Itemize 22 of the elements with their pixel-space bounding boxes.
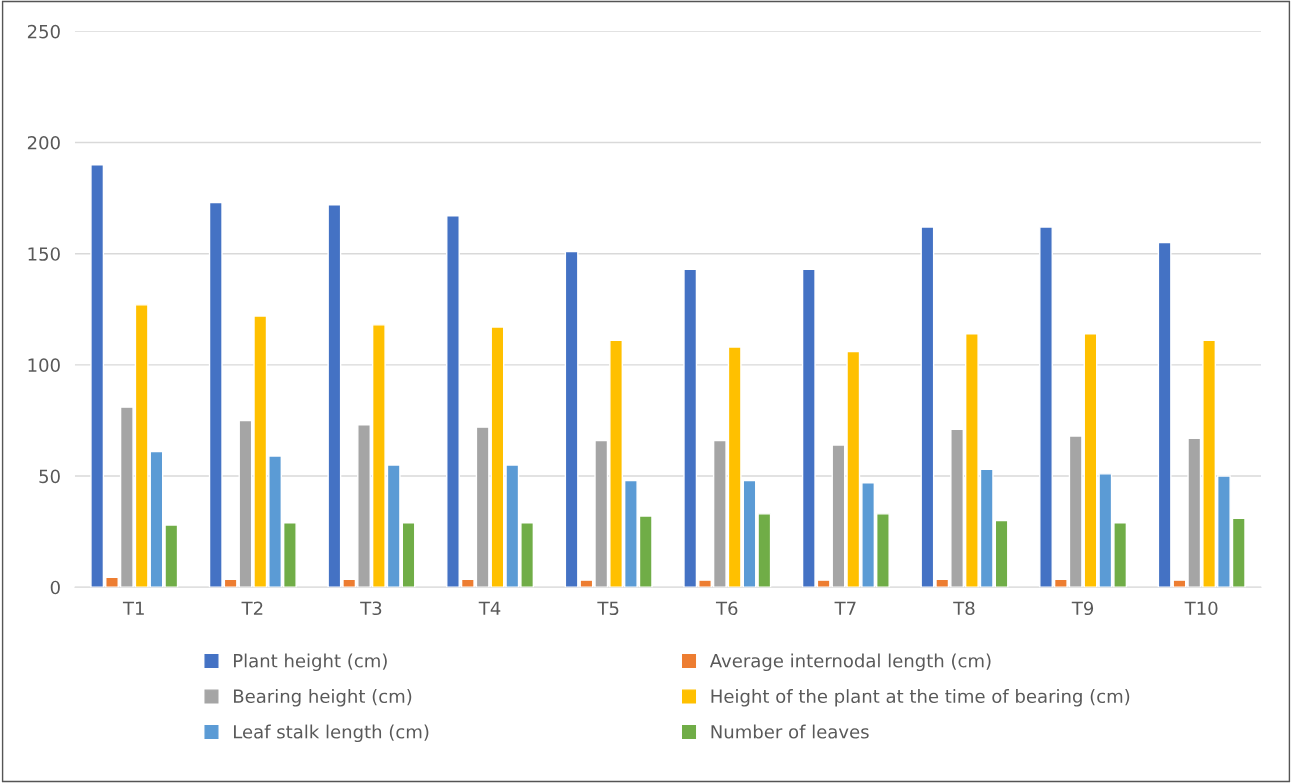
x-tick-label: T4: [478, 601, 501, 615]
legend-label: Bearing height (cm): [234, 689, 412, 707]
x-tick-label: T2: [241, 601, 263, 615]
x-tick-label: T8: [953, 601, 975, 616]
x-tick-label: T3: [360, 601, 382, 616]
legend-label: Leaf stalk length (cm): [234, 724, 429, 743]
y-tick-label: 0: [50, 580, 60, 595]
y-tick-label: 200: [27, 135, 60, 150]
x-tick-label: T10: [1184, 601, 1218, 616]
y-tick-label: 250: [27, 24, 60, 39]
x-tick-label: T1: [122, 601, 144, 615]
legend-label: Average internodal length (cm): [709, 653, 991, 672]
x-tick-label: T5: [597, 601, 619, 616]
x-tick-label: T9: [1071, 601, 1094, 616]
legend-label: Number of leaves: [711, 724, 869, 739]
x-tick-label: T6: [715, 601, 738, 616]
legend-label: Height of the plant at the time of bearing (cm): [711, 689, 1130, 707]
y-tick-label: 50: [39, 469, 60, 484]
y-tick-label: 150: [28, 247, 60, 261]
x-tick-label: T7: [834, 601, 856, 615]
y-tick-label: 100: [28, 358, 60, 372]
legend-label: Plant height (cm): [234, 653, 387, 672]
